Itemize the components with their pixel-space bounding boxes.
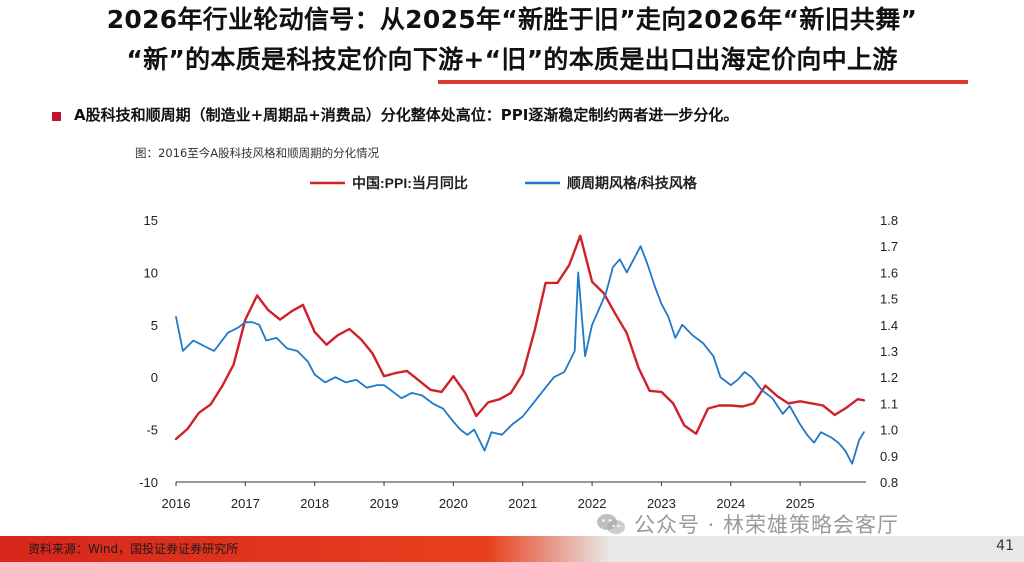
watermark: 公众号 · 林荣雄策略会客厅 (596, 508, 899, 540)
y-right-tick-label: 0.9 (880, 449, 898, 464)
y-right-tick-label: 1.3 (880, 344, 898, 359)
x-tick-label: 2022 (578, 496, 607, 511)
bullet-square-icon (52, 112, 61, 121)
page-title-line-1: 2026年行业轮动信号：从2025年“新胜于旧”走向2026年“新旧共舞” (106, 5, 918, 34)
y-right-tick-label: 1.5 (880, 292, 898, 307)
title-underline (438, 80, 968, 84)
y-right-tick-label: 1.4 (880, 318, 898, 333)
y-right-tick-label: 1.8 (880, 213, 898, 228)
y-right-tick-label: 0.8 (880, 475, 898, 490)
page-title-line-2: “新”的本质是科技定价向下游+“旧”的本质是出口出海定价向中上游 (126, 45, 898, 74)
x-tick-label: 2019 (370, 496, 399, 511)
y-right-tick-label: 1.6 (880, 265, 898, 280)
x-tick-label: 2020 (439, 496, 468, 511)
x-tick-label: 2017 (231, 496, 260, 511)
y-right-tick-label: 1.1 (880, 396, 898, 411)
x-tick-label: 2016 (162, 496, 191, 511)
page-number: 41 (996, 538, 1014, 554)
footer-red-band (0, 536, 610, 562)
x-tick-label: 2024 (716, 496, 745, 511)
y-left-tick-label: -10 (139, 475, 158, 490)
data-source-note: 资料来源：Wind，国投证券证券研究所 (28, 542, 239, 556)
legend-label-ppi: 中国:PPI:当月同比 (352, 175, 468, 191)
y-left-tick-label: 5 (151, 318, 158, 333)
x-tick-label: 2021 (508, 496, 537, 511)
section-subtitle: A股科技和顺周期（制造业+周期品+消费品）分化整体处高位：PPI逐渐稳定制约两者… (74, 106, 739, 124)
x-tick-label: 2018 (300, 496, 329, 511)
ratio-series-line (175, 245, 865, 465)
y-right-tick-label: 1.0 (880, 423, 898, 438)
y-left-tick-label: -5 (146, 423, 158, 438)
x-tick-label: 2023 (647, 496, 676, 511)
ppi-series-line (174, 234, 866, 441)
legend-label-ratio: 顺周期风格/科技风格 (567, 175, 698, 191)
figure-caption: 图：2016至今A股科技风格和顺周期的分化情况 (135, 146, 380, 160)
watermark-text: 公众号 · 林荣雄策略会客厅 (634, 513, 900, 537)
wechat-icon (596, 512, 626, 536)
y-left-tick-label: 10 (144, 265, 158, 280)
y-left-tick-label: 0 (151, 370, 158, 385)
x-tick-label: 2025 (786, 496, 815, 511)
y-right-tick-label: 1.7 (880, 239, 898, 254)
y-right-tick-label: 1.2 (880, 370, 898, 385)
y-left-tick-label: 15 (144, 213, 158, 228)
